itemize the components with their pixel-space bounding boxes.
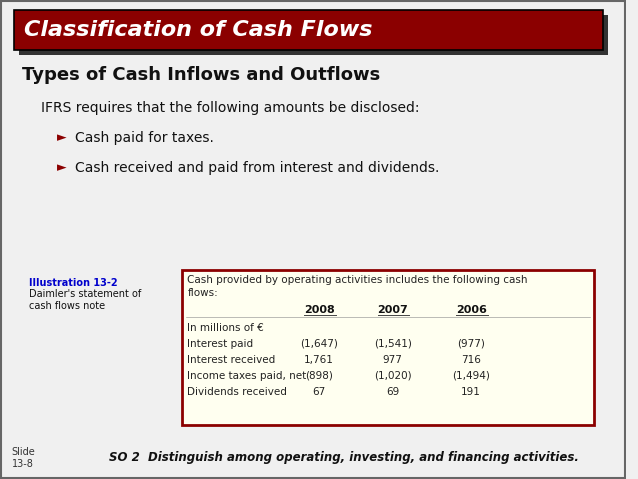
Text: 67: 67 — [313, 387, 325, 397]
Text: 2006: 2006 — [456, 305, 487, 315]
Bar — [14, 10, 603, 50]
Text: 2007: 2007 — [377, 305, 408, 315]
Bar — [19, 15, 607, 55]
Text: (1,494): (1,494) — [452, 371, 490, 381]
Text: Daimler's statement of
cash flows note: Daimler's statement of cash flows note — [29, 289, 142, 310]
Text: 977: 977 — [383, 355, 403, 365]
Text: Types of Cash Inflows and Outflows: Types of Cash Inflows and Outflows — [22, 66, 380, 84]
Text: Cash paid for taxes.: Cash paid for taxes. — [75, 131, 214, 145]
Bar — [182, 270, 594, 425]
Text: Classification of Cash Flows: Classification of Cash Flows — [24, 20, 372, 40]
Text: Illustration 13-2: Illustration 13-2 — [29, 278, 118, 288]
Text: (898): (898) — [305, 371, 333, 381]
Text: ►: ► — [57, 161, 66, 174]
Text: In millions of €: In millions of € — [188, 323, 264, 333]
Text: 2008: 2008 — [304, 305, 334, 315]
Bar — [182, 270, 594, 425]
Text: ►: ► — [57, 132, 66, 145]
Text: Dividends received: Dividends received — [188, 387, 287, 397]
Text: 716: 716 — [461, 355, 481, 365]
Text: Cash provided by operating activities includes the following cash
flows:: Cash provided by operating activities in… — [188, 275, 528, 298]
Text: (977): (977) — [457, 339, 485, 349]
Text: SO 2  Distinguish among operating, investing, and financing activities.: SO 2 Distinguish among operating, invest… — [108, 452, 579, 465]
Text: 69: 69 — [386, 387, 399, 397]
Text: Interest paid: Interest paid — [188, 339, 254, 349]
Text: Income taxes paid, net: Income taxes paid, net — [188, 371, 307, 381]
Text: Interest received: Interest received — [188, 355, 276, 365]
Text: 191: 191 — [461, 387, 481, 397]
Text: Slide
13-8: Slide 13-8 — [11, 447, 36, 469]
Text: 1,761: 1,761 — [304, 355, 334, 365]
Text: (1,647): (1,647) — [300, 339, 338, 349]
Text: IFRS requires that the following amounts be disclosed:: IFRS requires that the following amounts… — [41, 101, 420, 115]
Text: Cash received and paid from interest and dividends.: Cash received and paid from interest and… — [75, 161, 439, 175]
Text: (1,020): (1,020) — [374, 371, 412, 381]
Text: (1,541): (1,541) — [374, 339, 412, 349]
